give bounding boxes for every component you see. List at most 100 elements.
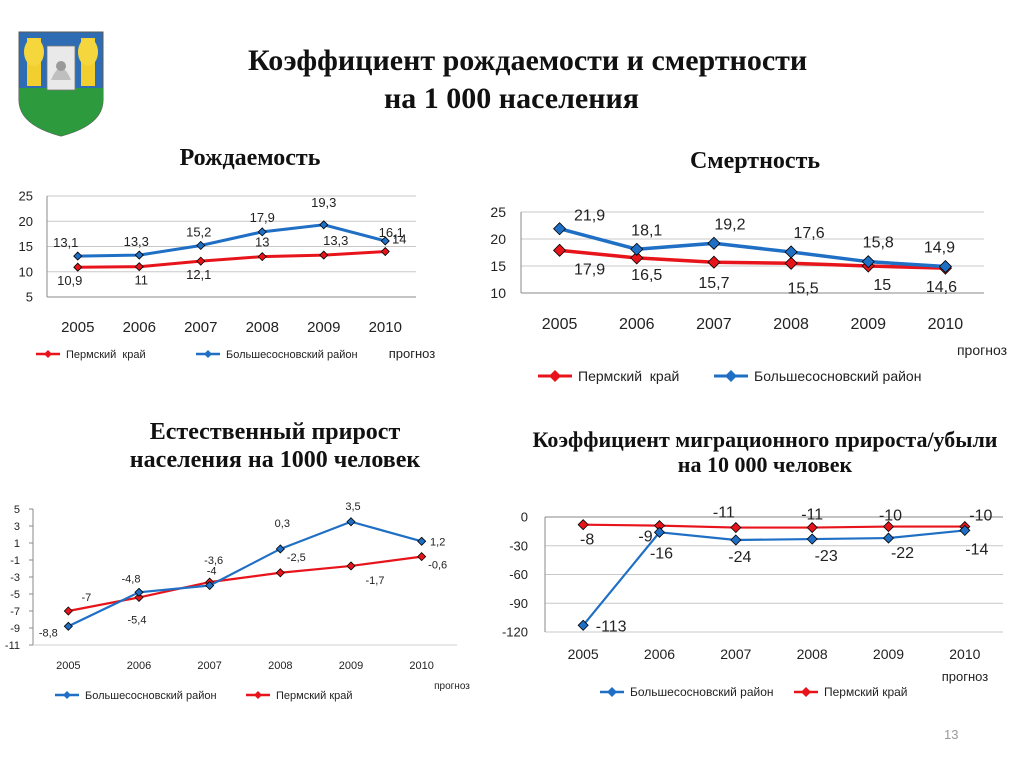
death-forecast-label: прогноз <box>957 342 1007 358</box>
migration-data-label: -11 <box>713 505 735 522</box>
death-data-label: 16,5 <box>631 267 662 284</box>
migration-data-point <box>959 524 971 536</box>
birth-data-point <box>73 262 83 272</box>
migration-data-point <box>653 526 666 538</box>
death-data-label: 15 <box>873 277 891 294</box>
migration-data-point <box>577 519 589 531</box>
birth-x-tick-label: 2007 <box>184 319 217 336</box>
natural-y-tick-label: 1 <box>14 538 20 550</box>
birth-data-label: 13,1 <box>53 235 78 250</box>
natural-legend-label: Пермский край <box>276 690 353 702</box>
death-data-label: 17,9 <box>574 261 605 278</box>
birth-x-tick-label: 2005 <box>61 319 94 336</box>
death-data-label: 15,8 <box>863 235 894 252</box>
birth-data-point <box>196 240 206 251</box>
natural-data-label: -2,5 <box>287 552 306 564</box>
migration-y-tick-label: 0 <box>521 510 528 525</box>
birth-x-tick-label: 2010 <box>369 319 402 336</box>
birth-y-tick-label: 5 <box>26 290 33 305</box>
birth-data-label: 19,3 <box>311 195 336 210</box>
migration-data-label: -8 <box>580 532 594 549</box>
natural-data-label: -4,8 <box>122 573 141 585</box>
death-x-tick-label: 2008 <box>773 316 809 333</box>
death-legend-label: Большесосновский район <box>754 368 921 384</box>
birth-legend-marker <box>204 350 212 358</box>
migration-data-point <box>882 532 895 544</box>
natural-data-point <box>275 568 285 578</box>
migration-x-tick-label: 2006 <box>644 646 675 662</box>
death-data-label: 18,1 <box>631 222 662 239</box>
migration-chart-title: Коэффициент миграционного прироста/убыли… <box>532 427 998 478</box>
birth-data-label: 12,1 <box>186 267 211 282</box>
birth-data-point <box>319 220 329 230</box>
natural-y-tick-label: -1 <box>10 555 20 567</box>
death-x-tick-label: 2009 <box>850 316 886 333</box>
natural-data-point <box>417 536 427 546</box>
page-title-line1: Коэффициент рождаемости и смертности <box>248 44 808 77</box>
birth-data-point <box>380 236 390 246</box>
birth-data-label: 14 <box>392 232 406 247</box>
migration-legend-label: Пермский край <box>824 685 908 699</box>
migration-x-tick-label: 2009 <box>873 646 904 662</box>
natural-data-label: -0,6 <box>428 560 447 572</box>
natural-y-tick-label: 5 <box>14 504 20 516</box>
migration-data-point <box>577 619 589 631</box>
death-chart-title: Смертность <box>689 148 821 174</box>
migration-data-label: -113 <box>596 618 627 635</box>
natural-data-label: 0,3 <box>275 518 290 530</box>
birth-data-point <box>257 227 267 237</box>
natural-data-point <box>346 561 356 571</box>
migration-data-point <box>730 521 742 534</box>
natural-data-point <box>417 552 427 562</box>
natural-data-point <box>63 621 73 631</box>
birth-x-tick-label: 2008 <box>246 319 279 336</box>
birth-data-label: 16,1 <box>379 225 404 240</box>
migration-y-tick-label: -60 <box>509 567 528 582</box>
birth-data-label: 11 <box>135 273 149 288</box>
death-y-tick-label: 10 <box>490 285 506 301</box>
birth-x-tick-label: 2009 <box>307 319 340 336</box>
death-y-tick-label: 25 <box>490 204 506 220</box>
natural-data-point <box>134 592 144 602</box>
natural-data-label: -5,4 <box>128 614 147 626</box>
death-data-label: 17,6 <box>794 225 825 242</box>
death-data-label: 15,7 <box>698 275 729 292</box>
migration-legend-marker <box>607 687 617 697</box>
death-data-label: 14,6 <box>926 279 957 296</box>
migration-x-tick-label: 2005 <box>568 646 599 662</box>
birth-chart-title: Рождаемость <box>179 145 321 171</box>
birth-y-tick-label: 20 <box>19 214 33 229</box>
death-series-line <box>559 248 946 270</box>
natural-data-label: -8,8 <box>39 627 58 639</box>
migration-data-label: -14 <box>965 541 988 558</box>
natural-legend-marker <box>63 691 71 699</box>
birth-data-point <box>134 250 144 260</box>
birth-series-line <box>77 223 386 258</box>
migration-data-label: -10 <box>879 508 902 525</box>
natural-x-tick-label: 2009 <box>339 660 363 672</box>
natural-y-tick-label: -11 <box>5 640 20 652</box>
death-y-tick-label: 15 <box>490 258 506 274</box>
death-data-point <box>707 255 721 269</box>
migration-y-tick-label: -30 <box>509 538 528 553</box>
birth-y-tick-label: 25 <box>19 189 33 204</box>
death-data-point <box>938 259 952 274</box>
birth-data-point <box>257 252 267 262</box>
coat-of-arms-emblem <box>18 31 104 137</box>
migration-data-point <box>882 521 895 533</box>
birth-legend-marker <box>44 350 52 358</box>
birth-forecast-label: прогноз <box>389 346 436 361</box>
death-data-label: 14,9 <box>924 240 955 257</box>
natural-data-point <box>63 606 73 616</box>
migration-data-label: -16 <box>650 545 673 562</box>
migration-y-tick-label: -120 <box>502 625 528 640</box>
death-data-point <box>707 236 721 250</box>
migration-data-label: -24 <box>728 549 751 566</box>
death-data-point <box>630 251 644 265</box>
migration-data-label: -9 <box>638 529 652 546</box>
natural-y-tick-label: -9 <box>10 623 20 635</box>
death-data-label: 21,9 <box>574 208 605 225</box>
migration-series-line <box>583 523 965 529</box>
birth-x-tick-label: 2006 <box>123 319 156 336</box>
natural-data-point <box>205 580 215 591</box>
